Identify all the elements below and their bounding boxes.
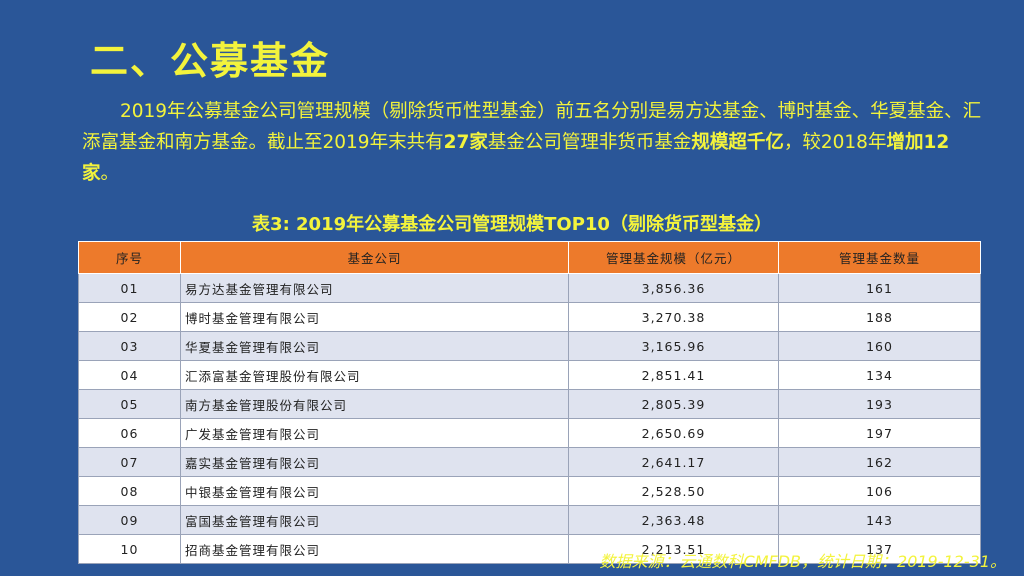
cell-aum: 2,650.69 — [568, 418, 779, 448]
cell-fund-count: 134 — [778, 360, 981, 390]
cell-aum: 2,641.17 — [568, 447, 779, 477]
cell-fund-count: 161 — [778, 273, 981, 303]
table-row: 09 富国基金管理有限公司 2,363.48 143 — [78, 505, 981, 535]
header-rank: 序号 — [78, 241, 181, 274]
cell-aum: 3,270.38 — [568, 302, 779, 332]
cell-aum: 2,805.39 — [568, 389, 779, 419]
fund-ranking-table: 序号 基金公司 管理基金规模（亿元） 管理基金数量 01 易方达基金管理有限公司… — [78, 241, 981, 564]
cell-fund-count: 197 — [778, 418, 981, 448]
cell-aum: 2,363.48 — [568, 505, 779, 535]
paragraph-text: 基金公司管理非货币基金 — [487, 132, 692, 153]
table-caption: 表3: 2019年公募基金公司管理规模TOP10（剔除货币型基金） — [252, 214, 772, 235]
table-row: 01 易方达基金管理有限公司 3,856.36 161 — [78, 273, 981, 303]
table-row: 08 中银基金管理有限公司 2,528.50 106 — [78, 476, 981, 506]
cell-rank: 09 — [78, 505, 181, 535]
paragraph-text: ，较2018年 — [783, 132, 887, 153]
slide-title: 二、公募基金 — [90, 39, 331, 83]
paragraph-highlight-increase: 增加12家 — [82, 132, 950, 184]
cell-fund-count: 160 — [778, 331, 981, 361]
cell-company: 嘉实基金管理有限公司 — [180, 447, 569, 477]
cell-rank: 06 — [78, 418, 181, 448]
cell-company: 易方达基金管理有限公司 — [180, 273, 569, 303]
paragraph-highlight-scale: 规模超千亿 — [691, 132, 784, 153]
cell-rank: 08 — [78, 476, 181, 506]
table-row: 04 汇添富基金管理股份有限公司 2,851.41 134 — [78, 360, 981, 390]
table-row: 03 华夏基金管理有限公司 3,165.96 160 — [78, 331, 981, 361]
cell-rank: 03 — [78, 331, 181, 361]
cell-fund-count: 162 — [778, 447, 981, 477]
header-fund-count: 管理基金数量 — [778, 241, 981, 274]
table-row: 10 招商基金管理有限公司 2,213.51 137 — [78, 534, 981, 564]
cell-fund-count: 143 — [778, 505, 981, 535]
cell-fund-count: 193 — [778, 389, 981, 419]
cell-company: 汇添富基金管理股份有限公司 — [180, 360, 569, 390]
cell-aum: 2,528.50 — [568, 476, 779, 506]
cell-company: 富国基金管理有限公司 — [180, 505, 569, 535]
cell-company: 中银基金管理有限公司 — [180, 476, 569, 506]
cell-aum: 3,165.96 — [568, 331, 779, 361]
table-row: 05 南方基金管理股份有限公司 2,805.39 193 — [78, 389, 981, 419]
cell-company: 广发基金管理有限公司 — [180, 418, 569, 448]
table-header-row: 序号 基金公司 管理基金规模（亿元） 管理基金数量 — [78, 241, 981, 274]
summary-paragraph: 2019年公募基金公司管理规模（剔除货币性型基金）前五名分别是易方达基金、博时基… — [82, 96, 982, 189]
cell-rank: 01 — [78, 273, 181, 303]
cell-company: 南方基金管理股份有限公司 — [180, 389, 569, 419]
paragraph-text: 2019年公募基金公司管理规模（剔除货币性型基金）前五名分别是易方达基金、博时基… — [82, 101, 982, 153]
header-aum: 管理基金规模（亿元） — [568, 241, 779, 274]
cell-fund-count: 106 — [778, 476, 981, 506]
cell-company: 博时基金管理有限公司 — [180, 302, 569, 332]
cell-company: 华夏基金管理有限公司 — [180, 331, 569, 361]
cell-rank: 10 — [78, 534, 181, 564]
paragraph-text: 。 — [100, 163, 120, 184]
table-row: 02 博时基金管理有限公司 3,270.38 188 — [78, 302, 981, 332]
header-company: 基金公司 — [180, 241, 569, 274]
cell-rank: 07 — [78, 447, 181, 477]
paragraph-highlight-count: 27家 — [443, 132, 488, 153]
cell-aum: 2,213.51 — [568, 534, 779, 564]
cell-fund-count: 188 — [778, 302, 981, 332]
cell-rank: 02 — [78, 302, 181, 332]
table-row: 06 广发基金管理有限公司 2,650.69 197 — [78, 418, 981, 448]
cell-aum: 2,851.41 — [568, 360, 779, 390]
cell-rank: 05 — [78, 389, 181, 419]
cell-company: 招商基金管理有限公司 — [180, 534, 569, 564]
cell-rank: 04 — [78, 360, 181, 390]
cell-fund-count: 137 — [778, 534, 981, 564]
data-source-note: 数据来源：云通数科CMFDB，统计日期：2019-12-31。 — [599, 552, 1006, 571]
table-row: 07 嘉实基金管理有限公司 2,641.17 162 — [78, 447, 981, 477]
cell-aum: 3,856.36 — [568, 273, 779, 303]
